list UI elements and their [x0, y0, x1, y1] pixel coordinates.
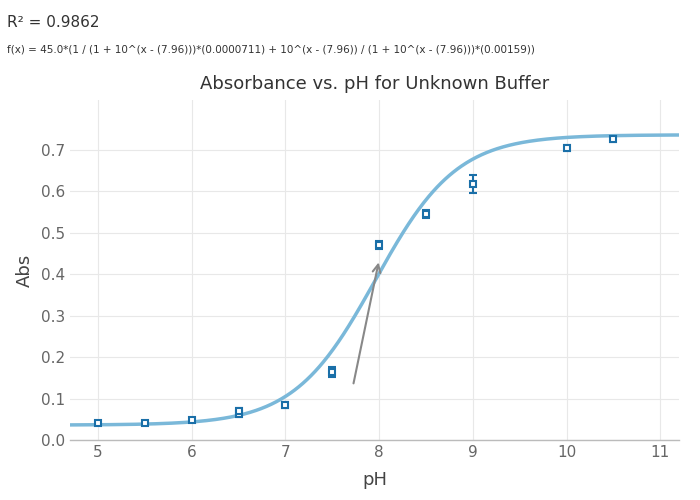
Text: f(x) = 45.0*(1 / (1 + 10^(x - (7.96)))*(0.0000711) + 10^(x - (7.96)) / (1 + 10^(: f(x) = 45.0*(1 / (1 + 10^(x - (7.96)))*(… [7, 45, 535, 55]
Y-axis label: Abs: Abs [16, 254, 34, 286]
Text: R² = 0.9862: R² = 0.9862 [7, 15, 99, 30]
X-axis label: pH: pH [362, 471, 387, 489]
Title: Absorbance vs. pH for Unknown Buffer: Absorbance vs. pH for Unknown Buffer [200, 75, 549, 93]
